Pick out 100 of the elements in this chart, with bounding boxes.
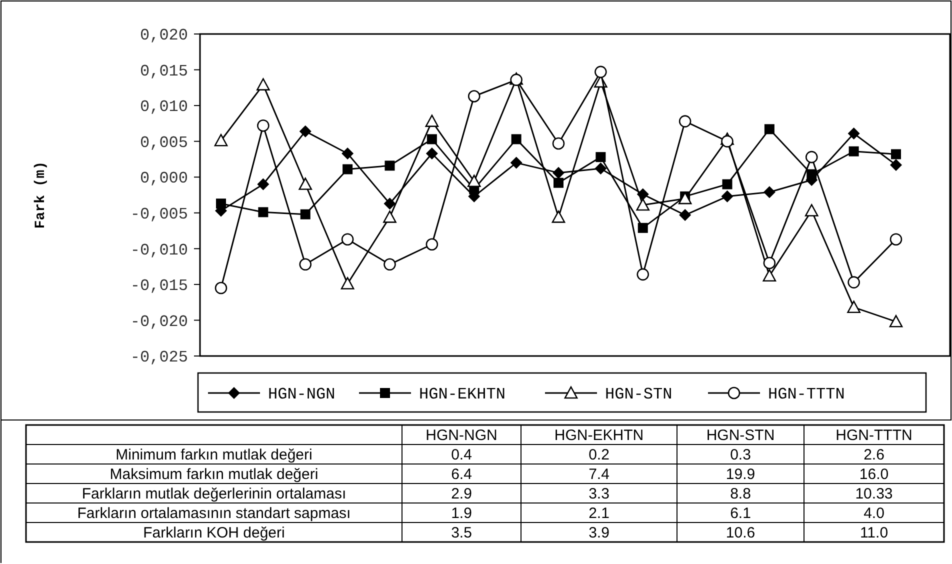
text: 2.9 bbox=[451, 486, 472, 502]
point bbox=[890, 233, 902, 246]
point bbox=[889, 315, 903, 328]
category-label: HGN-TTTN bbox=[836, 427, 912, 444]
point bbox=[678, 192, 692, 204]
point bbox=[384, 258, 396, 271]
point bbox=[721, 190, 734, 202]
category-label: HGN-NGN bbox=[426, 427, 498, 444]
text: 3.3 bbox=[588, 486, 610, 502]
point bbox=[763, 256, 776, 270]
y-tick-label: -0,005 bbox=[130, 205, 188, 224]
point bbox=[510, 156, 522, 169]
point bbox=[763, 186, 776, 198]
point bbox=[214, 282, 228, 294]
point bbox=[636, 198, 650, 211]
point bbox=[256, 78, 270, 90]
text: 16.0 bbox=[859, 466, 889, 483]
point bbox=[383, 210, 396, 223]
text: 11.0 bbox=[860, 524, 888, 542]
point bbox=[342, 148, 354, 160]
category-label: HGN-EKHTN bbox=[554, 427, 644, 444]
point bbox=[341, 233, 354, 246]
text: 10.33 bbox=[855, 486, 893, 502]
text: 4.0 bbox=[864, 505, 884, 522]
text: 0.2 bbox=[588, 446, 610, 464]
point bbox=[679, 209, 692, 222]
category-label: HGN-STN bbox=[706, 427, 775, 444]
y-tick-label: 0,005 bbox=[140, 134, 188, 152]
point bbox=[636, 268, 650, 281]
point bbox=[426, 134, 437, 144]
point bbox=[468, 90, 480, 102]
text: 0.4 bbox=[451, 446, 472, 464]
category-label: Farkların KOH değeri bbox=[143, 524, 285, 542]
point bbox=[891, 149, 901, 160]
y-axis-title: Fark (m) bbox=[33, 161, 49, 229]
point bbox=[342, 164, 353, 174]
point bbox=[340, 277, 354, 290]
y-tick-label: -0,010 bbox=[130, 241, 188, 260]
point bbox=[721, 135, 734, 148]
y-tick-label: -0,020 bbox=[130, 312, 188, 331]
point bbox=[299, 258, 312, 271]
text: 2.1 bbox=[588, 505, 610, 522]
legend-label: HGN-STN bbox=[605, 386, 672, 404]
y-tick-label: 0,010 bbox=[140, 98, 188, 116]
point bbox=[299, 125, 312, 138]
point bbox=[511, 134, 522, 144]
text: 7.4 bbox=[588, 466, 610, 483]
legend-label: HGN-EKHTN bbox=[419, 386, 506, 404]
point bbox=[722, 179, 732, 190]
text: 3.9 bbox=[588, 524, 610, 542]
point bbox=[890, 158, 902, 171]
text: 0.3 bbox=[730, 446, 751, 464]
point bbox=[552, 210, 566, 223]
category-label: Farkların ortalamasının standart sapması bbox=[77, 505, 351, 522]
point bbox=[552, 166, 564, 179]
point bbox=[258, 207, 268, 218]
y-tick-label: -0,025 bbox=[130, 348, 188, 367]
point bbox=[806, 169, 817, 180]
point bbox=[384, 160, 395, 171]
text: 2.6 bbox=[864, 446, 884, 464]
text: 6.4 bbox=[451, 466, 472, 483]
text: 10.6 bbox=[726, 524, 756, 542]
point bbox=[300, 209, 310, 220]
point bbox=[805, 150, 818, 164]
y-tick-label: 0,000 bbox=[140, 170, 188, 188]
text: 19.9 bbox=[726, 466, 756, 483]
point bbox=[554, 178, 564, 188]
point bbox=[298, 178, 312, 190]
text: 8.8 bbox=[730, 486, 751, 502]
category-label: Minimum farkın mutlak değeri bbox=[116, 446, 312, 464]
text: 6.1 bbox=[730, 505, 751, 522]
category-label: Farkların mutlak değerlerinin ortalaması bbox=[82, 486, 346, 502]
point bbox=[594, 66, 607, 78]
category-label: Maksimum farkın mutlak değeri bbox=[110, 466, 318, 483]
y-tick-label: 0,020 bbox=[140, 26, 188, 45]
point bbox=[596, 152, 606, 162]
legend-label: HGN-NGN bbox=[268, 386, 336, 404]
y-tick-label: 0,015 bbox=[140, 62, 188, 80]
point bbox=[848, 146, 859, 156]
point bbox=[848, 276, 860, 288]
point bbox=[848, 127, 860, 140]
point bbox=[594, 162, 607, 175]
point bbox=[804, 204, 818, 216]
point bbox=[467, 174, 481, 188]
point bbox=[638, 222, 648, 233]
point bbox=[764, 124, 774, 134]
point bbox=[425, 114, 439, 127]
point bbox=[257, 178, 270, 190]
point bbox=[426, 238, 438, 251]
point bbox=[847, 300, 860, 313]
text: 1.9 bbox=[451, 505, 472, 522]
point bbox=[678, 115, 692, 128]
y-tick-label: -0,015 bbox=[130, 277, 188, 296]
point bbox=[762, 269, 776, 282]
point bbox=[552, 137, 565, 150]
point bbox=[214, 134, 228, 146]
point bbox=[257, 119, 270, 132]
text: 3.5 bbox=[451, 524, 472, 542]
point bbox=[216, 198, 226, 209]
point bbox=[426, 148, 438, 160]
